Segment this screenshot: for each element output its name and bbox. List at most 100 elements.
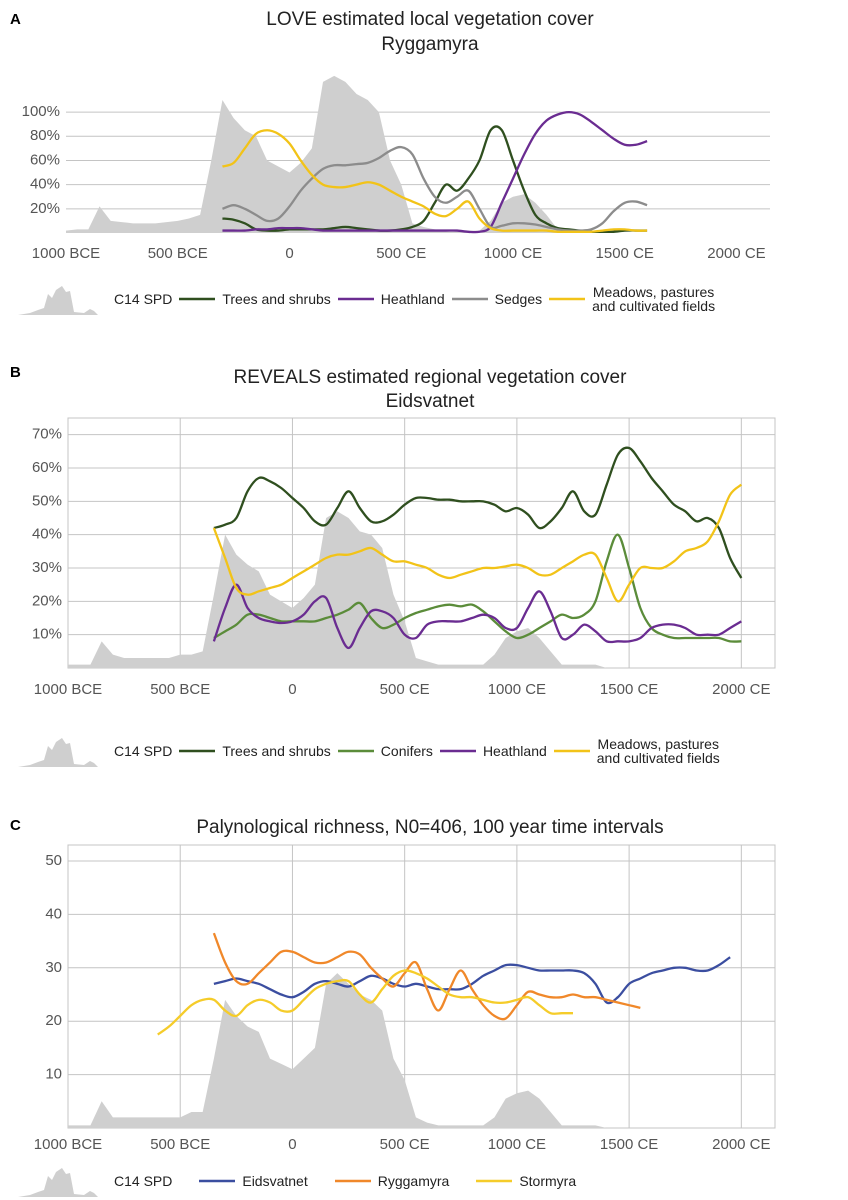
legend: C14 SPD Eidsvatnet Ryggamyra Stormyra (18, 1164, 590, 1198)
y-tick-label: 70% (32, 426, 62, 443)
x-tick-label: 1000 BCE (32, 245, 100, 262)
legend-item: Sedges (451, 292, 542, 306)
legend-swatch (18, 738, 98, 767)
legend-item: Trees and shrubs (178, 291, 331, 307)
plot-frame (67, 844, 776, 1129)
y-tick-label: 40% (32, 526, 62, 543)
legend-item: Meadows, pastures and cultivated fields (548, 285, 715, 313)
x-tick-label: 2000 CE (707, 245, 765, 262)
series-line (157, 969, 573, 1036)
x-tick-label: 500 CE (376, 245, 426, 262)
legend-label: Heathland (380, 291, 445, 307)
y-tick-label: 30% (32, 559, 62, 576)
x-tick-label: 500 CE (380, 1136, 430, 1153)
x-tick-label: 0 (285, 245, 293, 262)
legend-spd-icon (18, 286, 98, 315)
legend-label: C14 SPD (114, 743, 173, 759)
legend-label: Heathland (482, 743, 547, 759)
x-tick-label: 1500 CE (596, 245, 654, 262)
chart-title: REVEALS estimated regional vegetation co… (234, 367, 628, 388)
x-tick-label: 500 BCE (148, 245, 208, 262)
y-tick-label: 20% (32, 592, 62, 609)
chart-subtitle: Ryggamyra (381, 34, 479, 55)
y-tick-label: 40 (45, 905, 62, 922)
y-tick-label: 20 (45, 1012, 62, 1029)
x-tick-label: 1000 BCE (34, 1136, 102, 1153)
series-line (212, 483, 743, 603)
x-tick-label: 500 BCE (150, 681, 210, 698)
x-tick-label: 1000 CE (488, 681, 546, 698)
legend-label: Stormyra (519, 1173, 577, 1189)
series-line (212, 932, 641, 1021)
legend-swatch (334, 1179, 371, 1183)
legend-swatch (476, 1179, 513, 1183)
panel-letter: C (10, 817, 21, 834)
legend-item: C14 SPD (18, 734, 172, 768)
series-line (212, 583, 742, 650)
legend-label: Ryggamyra (377, 1173, 450, 1189)
legend-item: C14 SPD (18, 282, 172, 316)
legend-swatch (199, 1179, 236, 1183)
series-line (213, 956, 731, 1005)
chart: B REVEALS estimated regional vegetation c… (10, 364, 776, 698)
legend-item: Trees and shrubs (178, 744, 331, 758)
y-tick-label: 60% (32, 459, 62, 476)
series-line (213, 446, 743, 579)
legend-swatch (337, 749, 374, 753)
legend-item: Heathland (439, 744, 547, 758)
legend-item: Ryggamyra (334, 1173, 450, 1189)
legend-swatch (18, 1168, 98, 1197)
x-tick-label: 2000 CE (712, 681, 770, 698)
chart: A LOVE estimated local vegetation cover Ry… (10, 9, 770, 262)
y-tick-label: 10 (45, 1066, 62, 1083)
chart-title: LOVE estimated local vegetation cover (266, 9, 594, 30)
legend: C14 SPD Trees and shrubs Heathland Sedges Me… (18, 282, 715, 316)
legend-label: Sedges (494, 291, 543, 307)
legend-item: Eidsvatnet (198, 1173, 308, 1189)
spd-area (68, 511, 618, 668)
panel-letter: B (10, 364, 21, 381)
series-line (222, 110, 648, 234)
y-tick-label: 80% (30, 127, 60, 144)
legend-swatch (549, 297, 586, 301)
legend-swatch (337, 297, 374, 301)
y-tick-label: 10% (32, 626, 62, 643)
series-line (213, 533, 742, 643)
x-tick-label: 500 CE (380, 681, 430, 698)
legend-label: Meadows, pastures and cultivated fields (596, 736, 720, 766)
y-tick-label: 30 (45, 959, 62, 976)
legend: C14 SPD Trees and shrubs Conifers Heathland… (18, 734, 720, 768)
legend-label: Conifers (380, 743, 433, 759)
legend-spd-icon (18, 1168, 98, 1197)
legend-label: C14 SPD (114, 1173, 173, 1189)
legend-item: Heathland (337, 292, 445, 306)
panel-letter: A (10, 11, 21, 28)
legend-swatch (439, 749, 476, 753)
y-tick-label: 100% (22, 103, 60, 120)
spd-area (68, 973, 618, 1128)
x-tick-label: 1500 CE (600, 681, 658, 698)
x-tick-label: 1000 BCE (34, 681, 102, 698)
legend-item: C14 SPD (18, 1164, 172, 1198)
legend-swatch (18, 286, 98, 315)
legend-label: Eidsvatnet (242, 1173, 308, 1189)
legend-label: Meadows, pastures and cultivated fields (592, 284, 716, 314)
legend-spd-icon (18, 738, 98, 767)
legend-item: Conifers (337, 744, 433, 758)
x-tick-label: 1000 CE (484, 245, 542, 262)
legend-swatch (553, 749, 590, 753)
chart: C Palynological richness, N0=406, 100 yea… (10, 817, 776, 1153)
legend-label: Trees and shrubs (222, 291, 331, 307)
legend-item: Stormyra (475, 1174, 576, 1188)
y-tick-label: 40% (30, 176, 60, 193)
y-tick-label: 50% (32, 492, 62, 509)
x-tick-label: 0 (288, 1136, 296, 1153)
y-tick-label: 50 (45, 852, 62, 869)
legend-item: Meadows, pastures and cultivated fields (553, 737, 720, 765)
legend-swatch (451, 297, 488, 301)
legend-label: C14 SPD (114, 291, 173, 307)
x-tick-label: 1500 CE (600, 1136, 658, 1153)
y-tick-label: 20% (30, 200, 60, 217)
